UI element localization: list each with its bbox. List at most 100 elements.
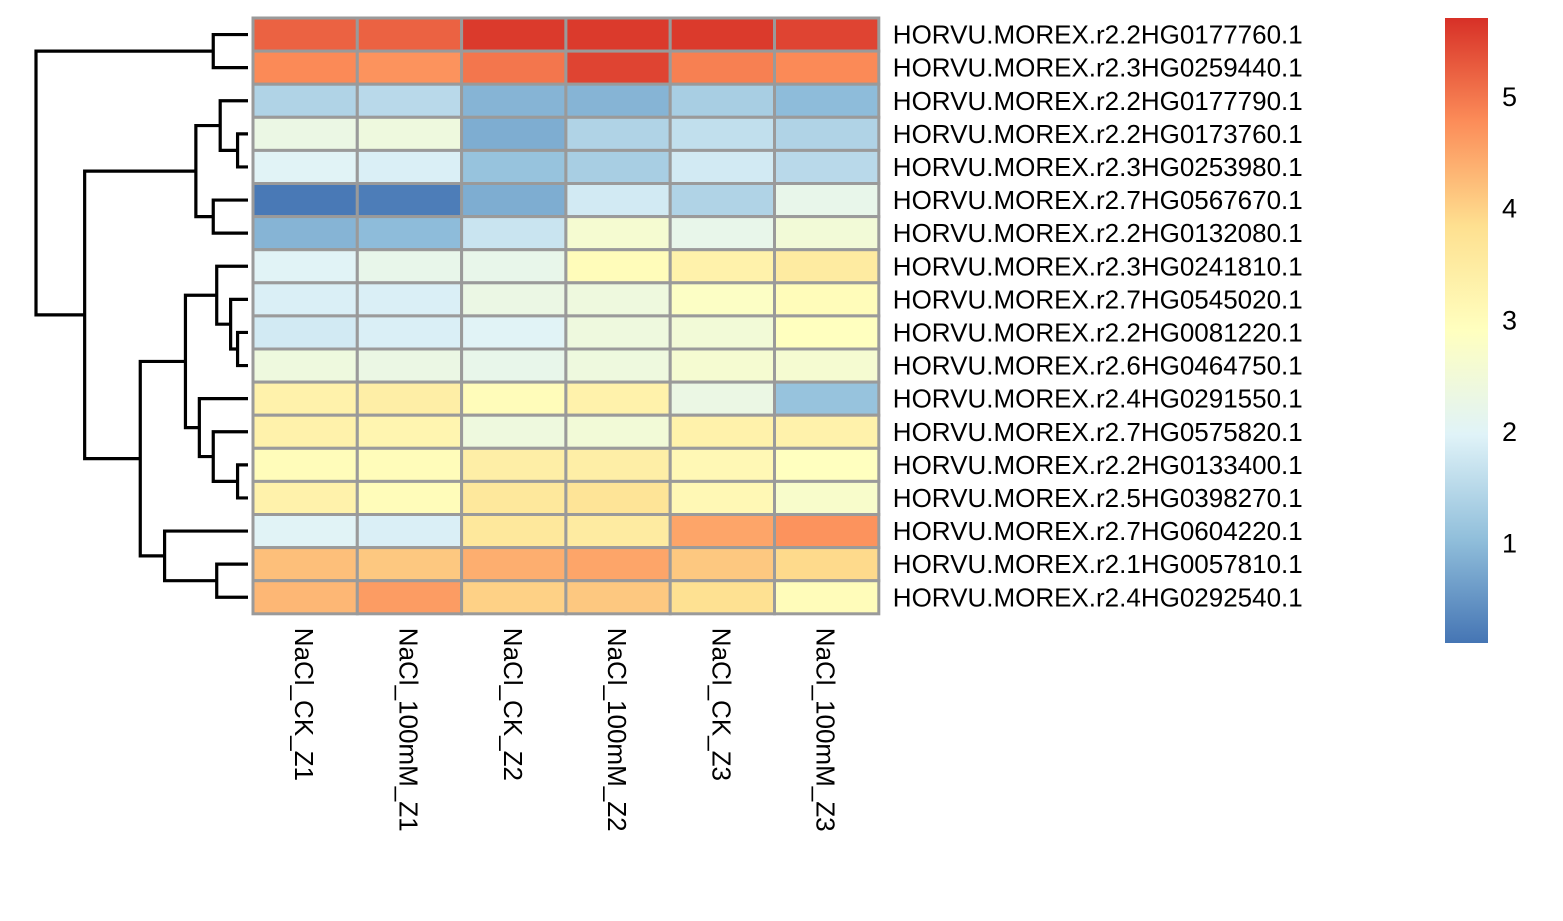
heatmap-cell [773,49,881,86]
dendrogram-branch [194,123,221,219]
heatmap-cell [251,579,359,616]
heatmap-cell [668,380,777,417]
heatmap-cell [668,513,777,550]
dendrogram-branch [183,293,217,430]
heatmap-cell [355,49,464,86]
column-label: NaCl_CK_Z1 [289,628,319,781]
heatmap-cell [668,49,777,86]
dendrogram-branch [215,264,248,326]
heatmap-cell [773,413,881,450]
heatmap-cell [355,115,464,152]
heatmap-cell [668,546,777,583]
heatmap-cell [460,513,568,550]
dendrogram-branch [211,198,248,235]
heatmap-cell [251,16,359,53]
heatmap-cell [355,215,464,252]
row-label: HORVU.MOREX.r2.7HG0575820.1 [893,417,1303,447]
heatmap-cell [773,115,881,152]
heatmap-cell [773,380,881,417]
row-label: HORVU.MOREX.r2.4HG0292540.1 [893,582,1303,612]
dendrogram-branch [138,359,186,558]
colorbar-tick-label: 1 [1502,529,1517,559]
heatmap-cell [564,248,672,285]
heatmap-cell [668,248,777,285]
heatmap-cell [564,579,672,616]
heatmap-cell [460,347,568,384]
row-label: HORVU.MOREX.r2.7HG0567670.1 [893,185,1303,215]
heatmap-cell [564,314,672,351]
heatmap-cell [355,413,464,450]
column-label: NaCl_100mM_Z3 [811,628,841,832]
heatmap-cell [251,49,359,86]
heatmap-cell [355,479,464,516]
row-labels: HORVU.MOREX.r2.2HG0177760.1HORVU.MOREX.r… [893,20,1303,613]
heatmap-cell [251,281,359,318]
heatmap-cell [564,347,672,384]
heatmap-cell [251,314,359,351]
heatmap-cell [773,479,881,516]
heatmap-cell [564,446,672,483]
heatmap-cell [773,281,881,318]
heatmap-cell [773,546,881,583]
heatmap-cell [460,446,568,483]
colorbar-tick-label: 2 [1502,417,1517,447]
column-labels: NaCl_CK_Z1 NaCl_100mM_Z1 NaCl_CK_Z2 NaCl_10… [289,628,841,832]
heatmap-cell [355,347,464,384]
heatmap-cell [564,82,672,119]
heatmap-cell [251,380,359,417]
heatmap-cell [668,16,777,53]
colorbar-tick-label: 5 [1502,82,1517,112]
heatmap-cell [355,248,464,285]
colorbar-tick-label: 4 [1502,194,1517,224]
heatmap-cell [460,579,568,616]
heatmap-cell [773,182,881,219]
heatmap-cell [460,546,568,583]
dendrogram-branch [162,529,248,583]
heatmap-cell [564,413,672,450]
heatmap-cell [355,579,464,616]
column-label: NaCl_CK_Z2 [498,628,528,781]
heatmap-cell [251,347,359,384]
heatmap-cell [460,49,568,86]
row-dendrogram [34,32,248,599]
heatmap-cell [251,82,359,119]
heatmap-cell [460,413,568,450]
heatmap-cell [773,148,881,185]
heatmap-cell [564,215,672,252]
heatmap-cell [773,347,881,384]
heatmap-cell [564,380,672,417]
heatmap-cell [773,248,881,285]
heatmap-cell [251,446,359,483]
dendrogram-branch [211,430,248,483]
row-label: HORVU.MOREX.r2.3HG0253980.1 [893,152,1303,182]
row-label: HORVU.MOREX.r2.3HG0259440.1 [893,53,1303,83]
column-label: NaCl_100mM_Z1 [393,628,423,832]
heatmap-cell [773,446,881,483]
heatmap-cell [355,314,464,351]
row-label: HORVU.MOREX.r2.2HG0133400.1 [893,450,1303,480]
row-label: HORVU.MOREX.r2.7HG0604220.1 [893,516,1303,546]
heatmap-cell [355,446,464,483]
row-label: HORVU.MOREX.r2.4HG0291550.1 [893,384,1303,414]
heatmap-cell [668,82,777,119]
dendrogram-branch [211,32,248,70]
heatmap-cell [564,281,672,318]
heatmap-cell [668,314,777,351]
heatmap-cell [251,215,359,252]
heatmap-cell [460,380,568,417]
row-label: HORVU.MOREX.r2.3HG0241810.1 [893,251,1303,281]
row-label: HORVU.MOREX.r2.5HG0398270.1 [893,483,1303,513]
heatmap-cell [251,413,359,450]
heatmap-cell [460,314,568,351]
heatmap-cell [668,115,777,152]
heatmap-cell [355,513,464,550]
row-label: HORVU.MOREX.r2.1HG0057810.1 [893,549,1303,579]
row-label: HORVU.MOREX.r2.2HG0177760.1 [893,20,1303,50]
dendrogram-branch [34,49,214,317]
colorbar-gradient [1445,18,1488,643]
heatmap-cell [460,215,568,252]
heatmap-cell [668,579,777,616]
heatmap-cell [668,148,777,185]
heatmap-cell [564,546,672,583]
